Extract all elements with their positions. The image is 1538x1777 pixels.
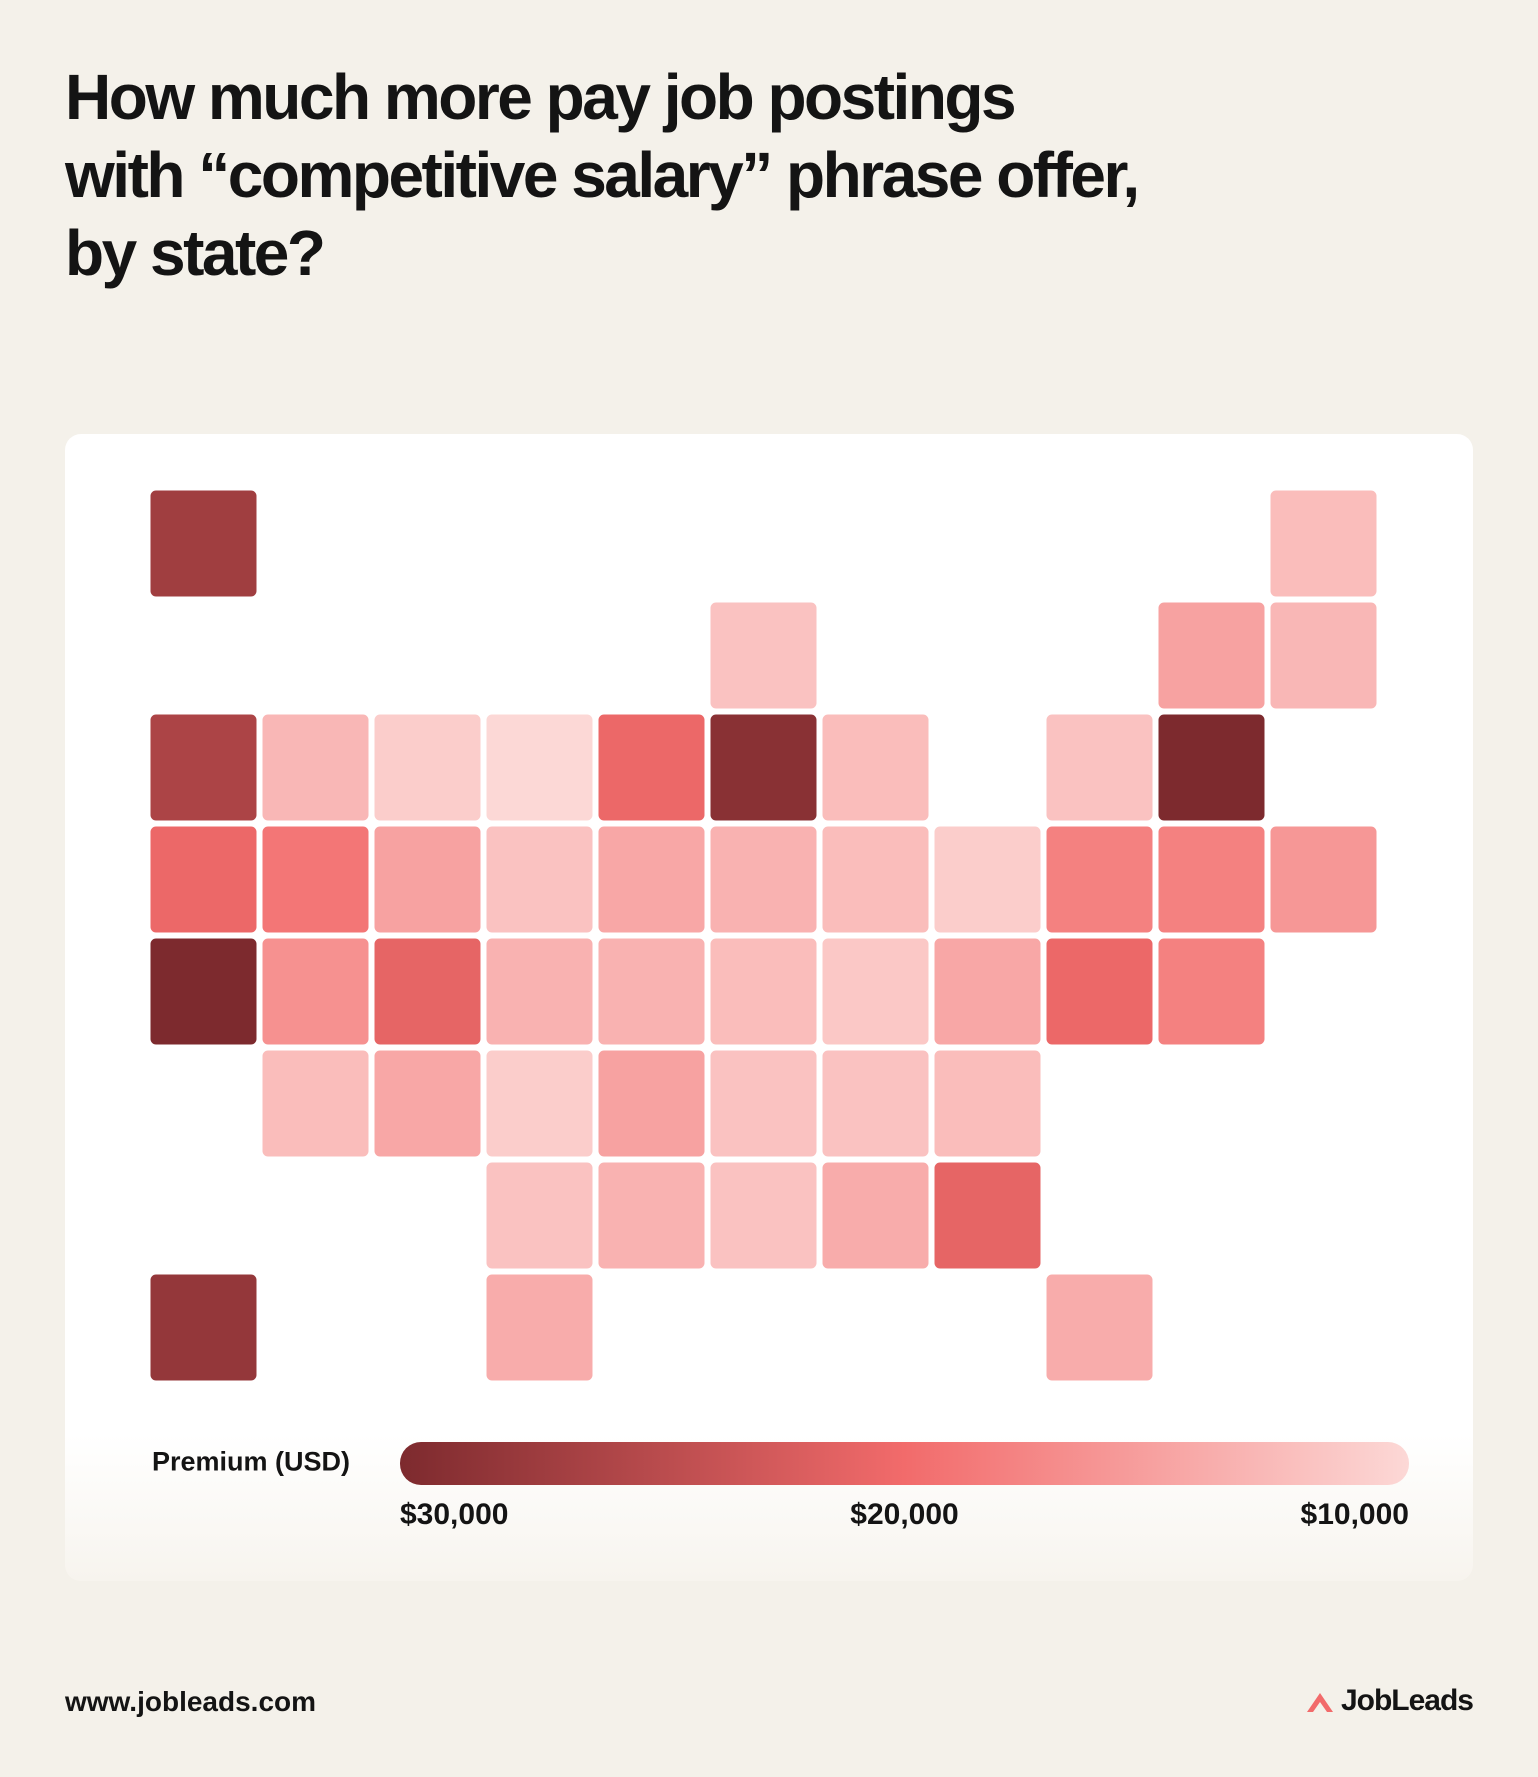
state [261, 937, 370, 1046]
state [261, 825, 370, 934]
state [485, 1273, 594, 1382]
state [933, 1049, 1042, 1158]
state [1045, 713, 1154, 822]
state [709, 825, 818, 934]
state [1045, 825, 1154, 934]
brand: JobLeads [1305, 1684, 1474, 1718]
state [821, 1049, 930, 1158]
state [1157, 937, 1266, 1046]
state [821, 825, 930, 934]
source-url: www.jobleads.com [65, 1686, 317, 1717]
state [1157, 713, 1266, 822]
state [933, 825, 1042, 934]
state [1269, 601, 1378, 710]
state [485, 1161, 594, 1270]
state [1157, 825, 1266, 934]
colorbar-tick-label: $30,000 [400, 1498, 508, 1531]
colorbar [400, 1442, 1409, 1485]
state [821, 713, 930, 822]
state [1157, 601, 1266, 710]
state [709, 601, 818, 710]
state [485, 825, 594, 934]
state [485, 713, 594, 822]
state [149, 713, 258, 822]
state [149, 1273, 258, 1382]
state [373, 825, 482, 934]
state [597, 937, 706, 1046]
brand-logo [1306, 1693, 1333, 1713]
state [1269, 825, 1378, 934]
state [821, 1161, 930, 1270]
legend-title: Premium (USD) [152, 1447, 350, 1477]
state [709, 1161, 818, 1270]
state [933, 1161, 1042, 1270]
state [597, 1161, 706, 1270]
state [933, 937, 1042, 1046]
title: How much more pay job postings with “com… [65, 61, 1140, 289]
state [597, 825, 706, 934]
state [373, 937, 482, 1046]
state [149, 937, 258, 1046]
brand-name: JobLeads [1340, 1684, 1474, 1717]
state [261, 713, 370, 822]
state [1045, 1273, 1154, 1382]
state [261, 1049, 370, 1158]
state [1045, 937, 1154, 1046]
state [709, 1049, 818, 1158]
state [485, 937, 594, 1046]
colorbar-tick-label: $20,000 [850, 1498, 958, 1531]
state [821, 937, 930, 1046]
state [597, 1049, 706, 1158]
colorbar-tick-label: $10,000 [1301, 1498, 1409, 1531]
state [709, 713, 818, 822]
state [373, 713, 482, 822]
state [1269, 489, 1378, 598]
state [149, 489, 258, 598]
state [709, 937, 818, 1046]
state [597, 713, 706, 822]
state [149, 825, 258, 934]
state [373, 1049, 482, 1158]
state [485, 1049, 594, 1158]
